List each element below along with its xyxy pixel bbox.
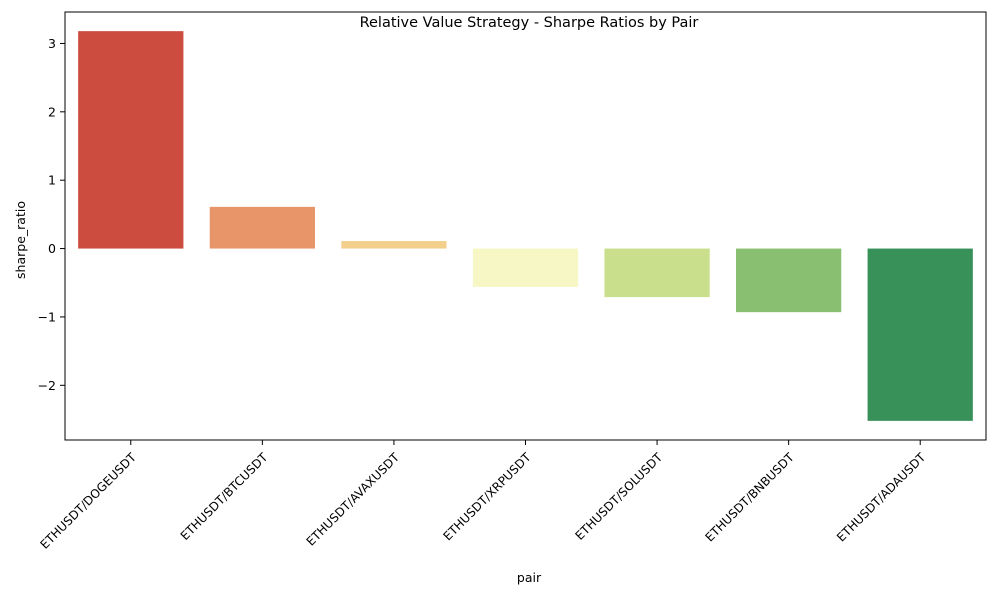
bars-layer — [78, 31, 973, 421]
x-tick-label: ETHUSDT/SOLUSDT — [573, 450, 666, 543]
y-axis-label: sharpe_ratio — [13, 201, 28, 279]
x-tick-label: ETHUSDT/DOGEUSDT — [37, 450, 139, 552]
y-tick-label: 3 — [48, 36, 56, 51]
y-tick-label: −1 — [38, 309, 56, 324]
bar-ethusdt-dogeusdt — [78, 31, 184, 249]
plot-frame — [64, 11, 987, 441]
y-tick-label: 2 — [48, 104, 56, 119]
y-axis: −2 −1 0 1 2 3 — [38, 36, 65, 393]
bar-ethusdt-btcusdt — [209, 206, 315, 249]
bar-ethusdt-solusdt — [604, 248, 710, 298]
y-tick-label: 0 — [48, 241, 56, 256]
bar-ethusdt-bnbusdt — [736, 248, 842, 313]
x-tick-label: ETHUSDT/AVAXUSDT — [304, 450, 403, 549]
bar-ethusdt-adausdt — [867, 248, 973, 421]
x-tick-label: ETHUSDT/BTCUSDT — [178, 450, 271, 543]
x-tick-label: ETHUSDT/BNBUSDT — [702, 450, 797, 545]
x-tick-label: ETHUSDT/XRPUSDT — [440, 450, 534, 544]
y-tick-label: 1 — [48, 173, 56, 188]
y-tick-label: −2 — [38, 378, 56, 393]
bar-ethusdt-avaxusdt — [341, 241, 447, 249]
bar-ethusdt-xrpusdt — [472, 248, 579, 287]
x-tick-label: ETHUSDT/ADAUSDT — [834, 450, 929, 545]
chart-title: Relative Value Strategy - Sharpe Ratios … — [360, 15, 699, 31]
x-axis: ETHUSDT/DOGEUSDT ETHUSDT/BTCUSDT ETHUSDT/A… — [37, 440, 929, 552]
x-axis-label: pair — [517, 570, 542, 585]
